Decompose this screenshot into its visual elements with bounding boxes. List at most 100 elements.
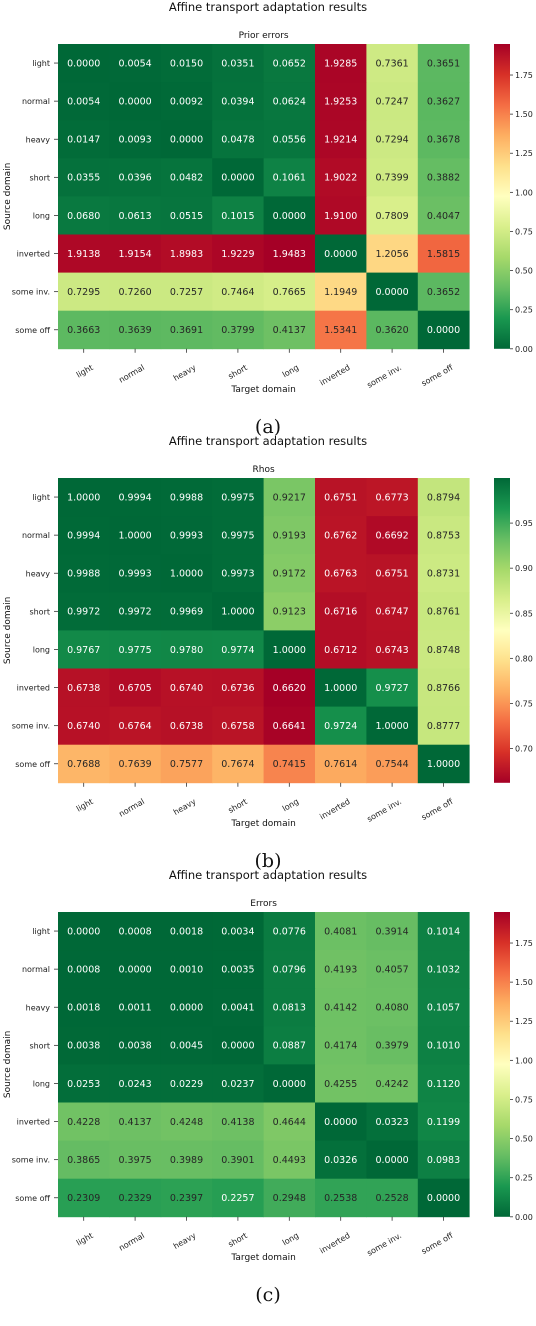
y-tick-label: some inv. bbox=[12, 288, 50, 297]
cell-value-label: 0.0253 bbox=[67, 1079, 100, 1090]
heatmap-cell bbox=[212, 196, 264, 235]
cell-value-label: 0.3975 bbox=[118, 1155, 151, 1166]
cell-value-label: 1.0000 bbox=[221, 607, 254, 618]
heatmap-cell bbox=[366, 1064, 419, 1103]
heatmap-cell bbox=[160, 1140, 213, 1180]
cell-value-label: 0.4644 bbox=[273, 1117, 306, 1128]
heatmap-cell bbox=[160, 1102, 213, 1141]
cell-value-label: 0.9973 bbox=[221, 569, 254, 580]
cell-value-label: 0.9217 bbox=[273, 492, 306, 503]
heatmap-cell bbox=[160, 706, 213, 746]
cell-value-label: 0.3989 bbox=[170, 1155, 203, 1166]
y-tick-label: some inv. bbox=[12, 1156, 50, 1165]
x-tick-label: normal bbox=[117, 363, 146, 385]
cell-value-label: 0.7399 bbox=[375, 173, 408, 184]
heatmap-cell bbox=[109, 158, 162, 197]
chart-subtitle: Errors bbox=[250, 899, 277, 909]
cell-value-label: 0.0000 bbox=[221, 173, 254, 184]
heatmap-cell bbox=[417, 1026, 470, 1065]
heatmap-cell bbox=[160, 1064, 213, 1103]
heatmap-cell bbox=[58, 44, 110, 83]
cell-value-label: 0.6712 bbox=[324, 645, 357, 656]
cell-value-label: 0.7688 bbox=[67, 759, 100, 770]
heatmap-cell bbox=[109, 272, 162, 312]
cell-value-label: 0.0000 bbox=[427, 1193, 460, 1204]
heatmap-cell bbox=[160, 478, 213, 517]
heatmap-cell bbox=[58, 706, 110, 746]
cell-value-label: 1.0000 bbox=[324, 683, 357, 694]
colorbar-tick-label: 1.25 bbox=[515, 149, 533, 158]
heatmap-cell bbox=[109, 44, 162, 83]
heatmap-cell bbox=[263, 630, 316, 669]
cell-value-label: 0.9775 bbox=[118, 645, 151, 656]
y-axis-label: Source domain bbox=[3, 597, 13, 664]
cell-value-label: 0.0000 bbox=[427, 325, 460, 336]
heatmap-cell bbox=[315, 234, 367, 273]
cell-value-label: 0.6747 bbox=[375, 607, 408, 618]
cell-value-label: 0.7294 bbox=[375, 135, 408, 146]
cell-value-label: 0.2309 bbox=[67, 1193, 100, 1204]
heatmap-cell bbox=[263, 668, 316, 707]
heatmap-cell bbox=[315, 1026, 367, 1065]
heatmap-cell bbox=[58, 1026, 110, 1065]
cell-value-label: 0.6762 bbox=[324, 530, 357, 541]
colorbar-tick-label: 1.75 bbox=[515, 939, 533, 948]
heatmap-cell bbox=[366, 744, 419, 784]
heatmap-cell bbox=[263, 554, 316, 593]
cell-value-label: 1.9214 bbox=[324, 135, 357, 146]
heatmap-cell bbox=[109, 592, 162, 631]
heatmap-cell bbox=[315, 554, 367, 593]
cell-value-label: 1.9285 bbox=[324, 58, 357, 69]
cell-value-label: 0.9969 bbox=[170, 607, 203, 618]
heatmap-cell bbox=[315, 82, 367, 121]
heatmap-cell bbox=[58, 988, 110, 1027]
heatmap-cell bbox=[366, 516, 419, 555]
heatmap-cell bbox=[263, 158, 316, 197]
heatmap-cell bbox=[109, 950, 162, 989]
heatmap-cell bbox=[109, 912, 162, 951]
cell-value-label: 0.8766 bbox=[427, 683, 460, 694]
heatmap-cell bbox=[417, 1102, 470, 1141]
y-tick-label: short bbox=[29, 607, 50, 616]
cell-value-label: 0.8753 bbox=[427, 530, 460, 541]
heatmap-cell bbox=[58, 1102, 110, 1141]
heatmap-cell bbox=[212, 516, 264, 555]
cell-value-label: 0.4174 bbox=[324, 1041, 357, 1052]
heatmap-cell bbox=[212, 744, 264, 784]
heatmap-cell bbox=[212, 630, 264, 669]
x-tick-label: light bbox=[75, 363, 95, 380]
cell-value-label: 0.6740 bbox=[170, 683, 203, 694]
heatmap-cell bbox=[263, 912, 316, 951]
cell-value-label: 0.4138 bbox=[221, 1117, 254, 1128]
cell-value-label: 0.4081 bbox=[324, 926, 357, 937]
cell-value-label: 0.6740 bbox=[67, 721, 100, 732]
cell-value-label: 0.4137 bbox=[118, 1117, 151, 1128]
heatmap-cell bbox=[58, 554, 110, 593]
cell-value-label: 0.7665 bbox=[273, 287, 306, 298]
cell-value-label: 0.7464 bbox=[221, 287, 254, 298]
cell-value-label: 0.0000 bbox=[273, 211, 306, 222]
heatmap-cell bbox=[160, 272, 213, 312]
heatmap-cell bbox=[366, 1026, 419, 1065]
heatmap-cell bbox=[212, 706, 264, 746]
cell-value-label: 0.0092 bbox=[170, 96, 203, 107]
cell-value-label: 0.0680 bbox=[67, 211, 100, 222]
cell-value-label: 1.0000 bbox=[118, 530, 151, 541]
heatmap-cell bbox=[109, 1064, 162, 1103]
colorbar-tick-label: 0.25 bbox=[515, 1174, 533, 1183]
y-axis-label: Source domain bbox=[3, 1031, 13, 1098]
heatmap-cell bbox=[160, 120, 213, 159]
cell-value-label: 0.9780 bbox=[170, 645, 203, 656]
cell-value-label: 0.0000 bbox=[324, 249, 357, 260]
heatmap-cell bbox=[160, 988, 213, 1027]
heatmap-cell bbox=[366, 272, 419, 312]
cell-value-label: 0.4228 bbox=[67, 1117, 100, 1128]
heatmap-cell bbox=[366, 554, 419, 593]
cell-value-label: 0.0000 bbox=[170, 135, 203, 146]
cell-value-label: 0.7674 bbox=[221, 759, 254, 770]
heatmap-cell bbox=[366, 706, 419, 746]
cell-value-label: 0.0008 bbox=[67, 964, 100, 975]
heatmap-cell bbox=[212, 82, 264, 121]
colorbar-tick-label: 0.75 bbox=[515, 699, 533, 708]
